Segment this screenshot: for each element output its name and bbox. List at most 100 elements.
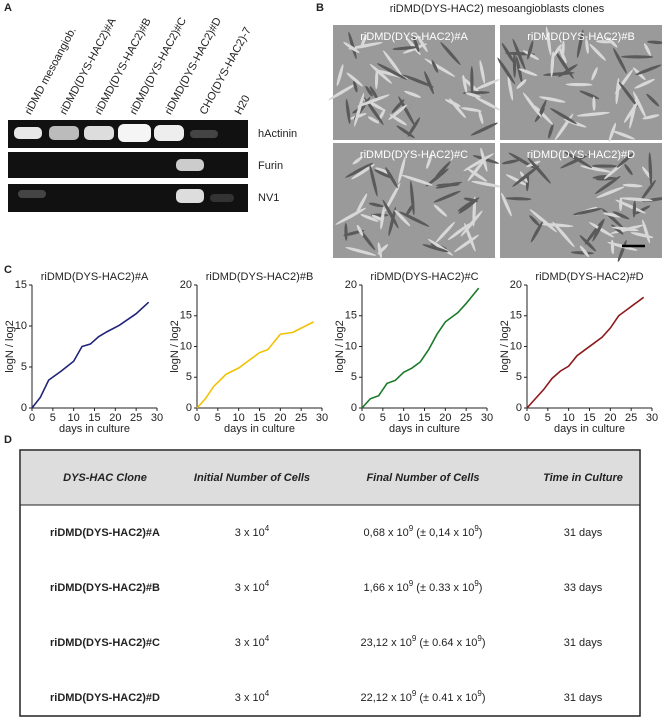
cell — [534, 105, 554, 125]
table-cell: riDMD(DYS-HAC2)#D — [50, 692, 160, 704]
table-cell: 22,12 x 109 (± 0.41 x 109) — [360, 689, 485, 704]
cell — [558, 46, 567, 64]
cell — [548, 123, 554, 139]
y-tick-label: 10 — [180, 340, 192, 352]
cell — [591, 164, 618, 168]
cell — [368, 202, 384, 208]
x-tick-label: 5 — [545, 412, 551, 424]
y-tick-label: 15 — [15, 279, 27, 291]
cell — [634, 78, 655, 89]
cell — [560, 153, 591, 169]
cell — [505, 174, 528, 186]
cell — [405, 203, 414, 217]
cell — [554, 50, 574, 79]
x-tick-label: 20 — [604, 412, 616, 424]
cell — [585, 38, 589, 54]
cell — [382, 199, 399, 229]
cell — [619, 197, 623, 212]
cell — [478, 110, 484, 125]
y-tick-label: 10 — [510, 340, 522, 352]
cell — [385, 167, 398, 189]
y-tick-label: 10 — [345, 340, 357, 352]
cell — [360, 34, 367, 48]
x-axis-label: days in culture — [554, 423, 625, 435]
band-label: hActinin — [258, 128, 297, 140]
cell — [592, 218, 605, 242]
cell — [471, 180, 502, 188]
superscript: 9 — [477, 689, 482, 698]
cell-text: ) — [482, 637, 486, 649]
cell — [623, 101, 639, 123]
cell — [392, 46, 418, 51]
cell-text: 3 x 10 — [235, 582, 265, 594]
panel-letter: C — [4, 264, 12, 276]
cell-text: 3 x 10 — [235, 692, 265, 704]
cell — [579, 90, 600, 100]
cell — [552, 44, 562, 58]
cell — [416, 34, 428, 53]
cell — [465, 92, 481, 98]
cell — [367, 116, 380, 124]
cell — [466, 168, 488, 182]
table-cell: riDMD(DYS-HAC2)#A — [50, 527, 160, 539]
table-cell: riDMD(DYS-HAC2)#C — [50, 637, 160, 649]
y-axis-label: logN / log2 — [334, 320, 346, 373]
cell — [404, 90, 421, 98]
cell — [642, 219, 651, 244]
cell — [624, 163, 633, 176]
x-tick-label: 15 — [88, 412, 100, 424]
cell-text: 22,12 x 10 — [360, 692, 411, 704]
cell — [479, 60, 486, 84]
x-tick-label: 25 — [460, 412, 472, 424]
cell — [497, 57, 516, 85]
cell — [621, 55, 654, 59]
y-tick-label: 10 — [15, 320, 27, 332]
cell — [647, 40, 662, 45]
line-series — [526, 296, 645, 409]
x-tick-label: 25 — [625, 412, 637, 424]
cell — [462, 74, 468, 93]
table-header: DYS-HAC Clone — [63, 472, 147, 484]
cell — [377, 242, 382, 259]
table-header-bg — [21, 451, 639, 505]
cell — [579, 235, 597, 252]
cell-text: ) — [482, 692, 486, 704]
cell — [648, 152, 653, 186]
cell — [384, 182, 401, 212]
table-header: Initial Number of Cells — [194, 472, 310, 484]
cell — [545, 26, 552, 56]
cell — [371, 214, 384, 221]
gel — [8, 120, 248, 212]
x-tick-label: 10 — [398, 412, 410, 424]
cell — [461, 107, 482, 112]
cell — [613, 130, 636, 140]
cell — [375, 167, 391, 175]
line-series — [361, 287, 480, 409]
table-cell: 23,12 x 109 (± 0.64 x 109) — [360, 634, 485, 649]
cell — [398, 156, 406, 184]
cell — [348, 42, 383, 50]
cell — [522, 92, 542, 118]
cell-text: 23,12 x 10 — [360, 637, 411, 649]
cell — [425, 168, 449, 187]
cell — [402, 74, 434, 88]
cell — [433, 204, 448, 217]
x-axis-label: days in culture — [224, 423, 295, 435]
table-cell: 3 x 104 — [235, 524, 270, 539]
cell-text: 0,68 x 10 — [364, 527, 409, 539]
cell — [508, 152, 535, 169]
cell-text: (± 0,14 x 10 — [413, 527, 474, 539]
x-tick-label: 15 — [418, 412, 430, 424]
superscript: 9 — [409, 579, 414, 588]
cell — [449, 98, 467, 119]
x-tick-label: 15 — [583, 412, 595, 424]
y-axis-label: logN / log2 — [4, 320, 16, 373]
x-tick-label: 25 — [295, 412, 307, 424]
x-tick-label: 5 — [50, 412, 56, 424]
chart-title: riDMD(DYS-HAC2)#C — [370, 271, 478, 283]
cell — [348, 31, 357, 60]
y-tick-label: 20 — [180, 279, 192, 291]
cell — [527, 40, 534, 60]
cell — [467, 158, 486, 182]
cell — [579, 245, 590, 258]
